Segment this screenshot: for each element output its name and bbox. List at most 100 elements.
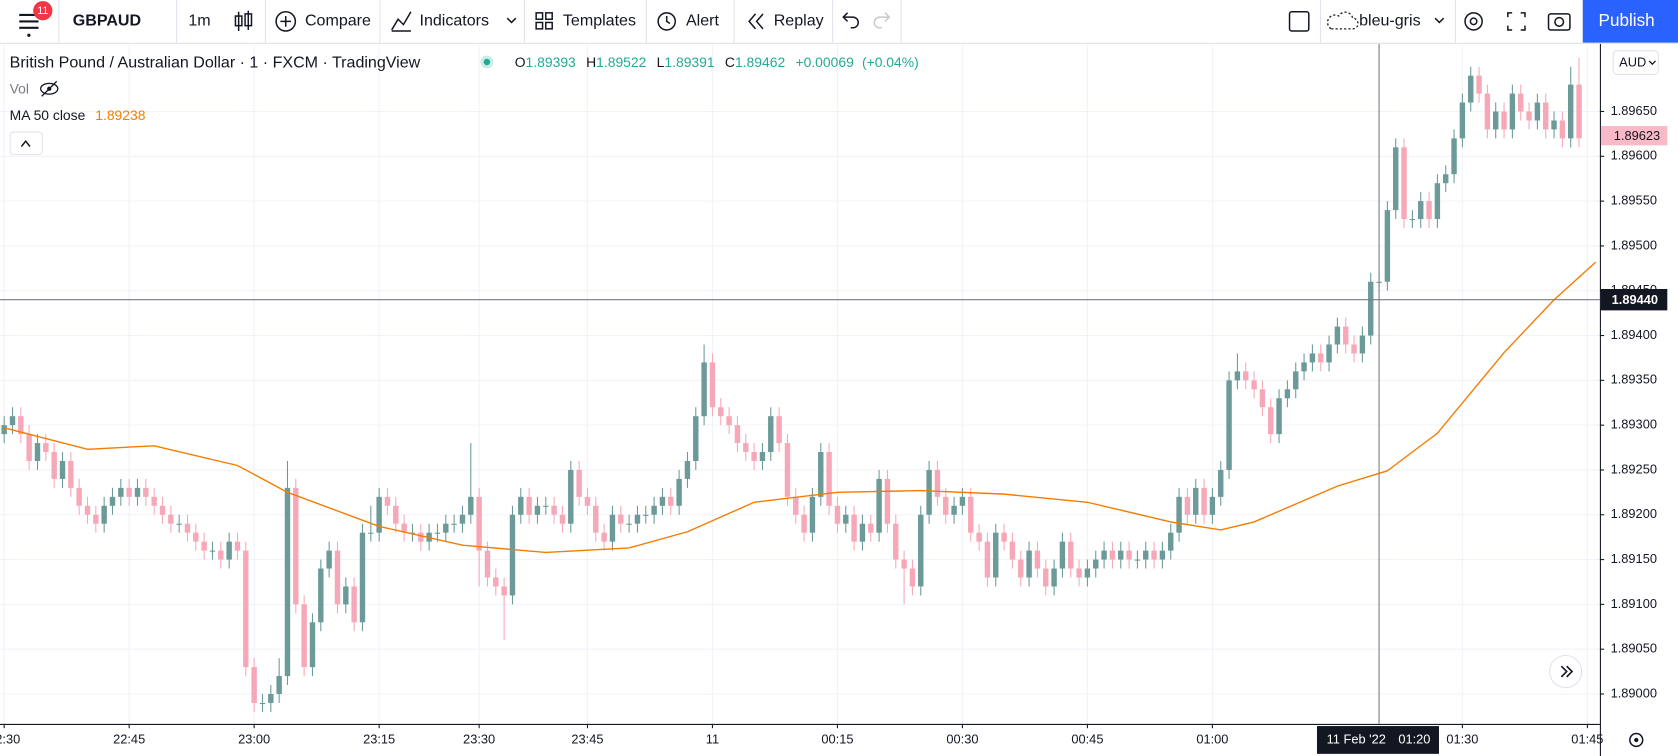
candle-body: [701, 362, 707, 417]
y-tick-label: 1.89150: [1611, 551, 1657, 566]
grid: [0, 43, 1600, 724]
candle-body: [309, 622, 316, 668]
candle-body: [201, 541, 207, 551]
y-tick-label: 1.89000: [1611, 685, 1657, 700]
ohlc-values: O1.89393 H1.89522 L1.89391 C1.89462 +0.0…: [515, 54, 919, 70]
candle-body: [151, 496, 157, 506]
candle-body: [1193, 487, 1199, 515]
candle-body: [84, 505, 91, 515]
candle-body: [1393, 147, 1399, 211]
interval-button[interactable]: 1m: [188, 12, 210, 30]
candle-body: [1509, 93, 1516, 130]
candle-body: [726, 416, 732, 426]
layout-label: bleu-gris: [1359, 12, 1421, 30]
candle-body: [876, 478, 882, 533]
candle-body: [234, 541, 241, 551]
candle-body: [409, 532, 416, 534]
toolbar: 11 GBPAUD 1m Compare Indicators Template…: [0, 0, 1678, 44]
fullscreen-button[interactable]: [1507, 12, 1526, 31]
settings-button[interactable]: [1464, 12, 1483, 31]
collapse-legend-button[interactable]: [9, 131, 43, 156]
redo-button[interactable]: [873, 12, 891, 29]
compare-label: Compare: [305, 12, 371, 30]
change-percent: (+0.04%): [862, 54, 919, 70]
y-tick-label: 1.89200: [1611, 506, 1657, 521]
candle-body: [501, 586, 507, 596]
candle-body: [1084, 568, 1091, 578]
candle-body: [1401, 147, 1407, 220]
candle-body: [459, 514, 466, 524]
candle-body: [868, 523, 874, 533]
candle-body: [1551, 120, 1557, 130]
x-tick-label: 23:00: [238, 731, 270, 746]
indicators-button[interactable]: Indicators: [391, 11, 517, 32]
candle-body: [34, 443, 41, 461]
candle-body: [493, 577, 499, 587]
candle-body: [293, 487, 299, 605]
candle-body: [1093, 559, 1099, 569]
candle-body: [576, 469, 582, 497]
candle-body: [768, 416, 774, 453]
close-value: 1.89462: [735, 54, 786, 70]
symbol-button[interactable]: GBPAUD: [73, 12, 141, 30]
candle-body: [184, 523, 191, 533]
x-tick-label: 00:15: [821, 731, 853, 746]
candle-body: [1068, 541, 1074, 569]
candle-body: [18, 416, 24, 435]
currency-button[interactable]: AUD: [1612, 50, 1659, 75]
candle-body: [1143, 550, 1149, 560]
candle-body: [1309, 353, 1316, 363]
candle-body: [301, 604, 307, 668]
last-price-label: 1.89623: [1614, 128, 1660, 143]
scroll-to-realtime-button[interactable]: [1549, 654, 1583, 689]
layout-select-button[interactable]: [1288, 11, 1310, 32]
candle-body: [1134, 559, 1141, 561]
candle-body: [843, 514, 849, 524]
candle-body: [534, 505, 541, 515]
alert-button[interactable]: Alert: [657, 12, 719, 31]
candle-body: [1468, 75, 1474, 103]
axis-settings-button[interactable]: [1629, 732, 1644, 748]
candle-body: [251, 667, 257, 703]
y-tick-label: 1.89250: [1611, 461, 1657, 476]
moving-average-line: [3, 261, 1597, 554]
candle-body: [626, 523, 632, 525]
candle-body: [759, 452, 766, 461]
crosshair-price-label: 1.89440: [1612, 292, 1658, 307]
candle-body: [1501, 111, 1507, 130]
candle-body: [68, 460, 74, 488]
menu-button[interactable]: 11: [19, 1, 53, 37]
candle-body: [1176, 496, 1182, 533]
y-tick-label: 1.89400: [1611, 327, 1657, 342]
candle-body: [743, 443, 749, 453]
volume-visibility-toggle[interactable]: [40, 80, 59, 97]
candle-body: [243, 550, 249, 668]
candle-body: [59, 460, 66, 479]
snapshot-button[interactable]: [1547, 13, 1571, 31]
x-tick-label: 23:15: [363, 731, 395, 746]
candle-body: [176, 523, 182, 525]
candle-body: [51, 452, 57, 479]
candle-body: [26, 434, 32, 461]
candle-body: [776, 416, 782, 444]
ohlc-label: L: [657, 54, 665, 70]
crosshair-date-label: 11 Feb '22: [1327, 731, 1386, 746]
candle-body: [1384, 210, 1391, 282]
replay-button[interactable]: Replay: [748, 12, 824, 30]
layout-button[interactable]: bleu-gris: [1326, 11, 1445, 30]
ma-label: MA 50 close: [10, 107, 86, 123]
publish-label: Publish: [1599, 11, 1655, 30]
ohlc-label: O: [515, 54, 526, 70]
candle-body: [693, 416, 699, 461]
candle-body: [1251, 380, 1257, 390]
publish-button[interactable]: [1582, 0, 1678, 43]
candle-body: [1476, 75, 1482, 94]
candle-body: [393, 505, 399, 524]
candle-body: [543, 505, 549, 507]
templates-button[interactable]: Templates: [535, 12, 636, 30]
last-price-tag: [1600, 126, 1668, 146]
compare-button[interactable]: Compare: [275, 11, 371, 32]
chart-style-button[interactable]: [234, 10, 253, 32]
undo-button[interactable]: [842, 12, 859, 29]
candle-body: [159, 505, 166, 515]
